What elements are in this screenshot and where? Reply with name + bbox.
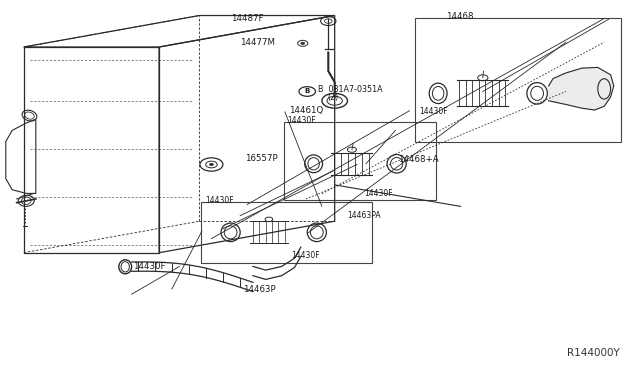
Text: 14430F: 14430F: [365, 189, 394, 198]
Text: 14430F: 14430F: [287, 116, 316, 125]
Text: 16557P: 16557P: [245, 154, 278, 163]
Circle shape: [209, 163, 213, 166]
Text: 14468: 14468: [446, 12, 474, 21]
Text: 14487F: 14487F: [230, 14, 263, 23]
Text: 14463PA: 14463PA: [347, 211, 380, 220]
Text: 14430F: 14430F: [205, 196, 234, 205]
Text: 14468+A: 14468+A: [398, 155, 438, 164]
Text: R144000Y: R144000Y: [568, 348, 620, 358]
Text: B  081A7-0351A: B 081A7-0351A: [318, 85, 383, 94]
Text: B: B: [305, 89, 310, 94]
Circle shape: [301, 42, 305, 44]
Text: 14430F: 14430F: [291, 251, 320, 260]
Text: 14461Q: 14461Q: [289, 106, 324, 115]
Text: 14430F: 14430F: [419, 107, 447, 116]
Text: 14430F: 14430F: [133, 262, 165, 271]
Text: 14463P: 14463P: [243, 285, 276, 294]
Text: (2): (2): [328, 93, 339, 102]
Polygon shape: [548, 67, 614, 110]
Text: 14477M: 14477M: [240, 38, 275, 47]
